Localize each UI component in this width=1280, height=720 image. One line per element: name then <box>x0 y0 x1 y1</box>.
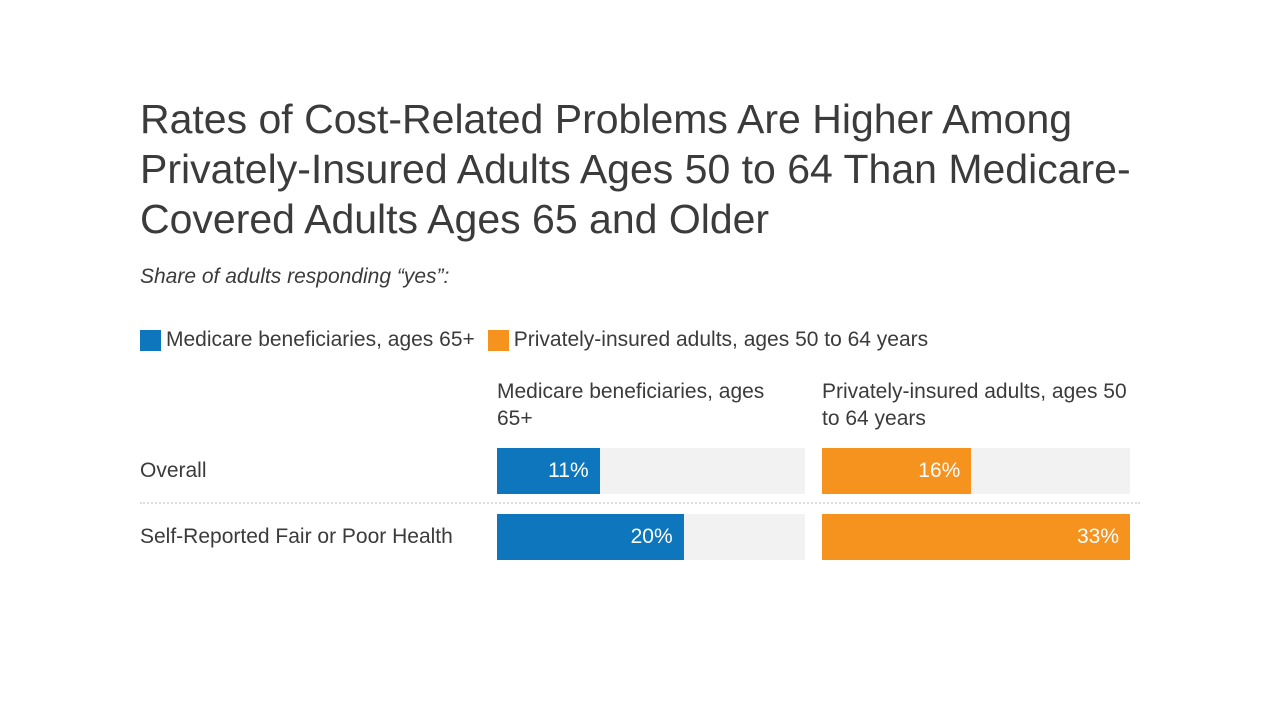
chart-subtitle: Share of adults responding “yes”: <box>140 265 450 288</box>
bar-value-label: 16% <box>918 459 961 482</box>
legend-swatch-private-icon <box>487 329 509 351</box>
column-header-private: Privately-insured adults, ages 50 to 64 … <box>822 380 1127 430</box>
chart-content: Rates of Cost-Related Problems Are Highe… <box>140 94 1140 560</box>
bar-private-overall: 16% <box>822 448 972 494</box>
row-label-overall: Overall <box>140 459 207 482</box>
row-divider <box>140 502 1140 504</box>
bar-medicare-fair-poor: 20% <box>497 514 684 560</box>
bar-medicare-overall: 11% <box>497 448 600 494</box>
legend-label-private: Privately-insured adults, ages 50 to 64 … <box>513 328 929 351</box>
legend-swatch-medicare-icon <box>140 329 161 351</box>
column-header-spacer <box>140 378 497 432</box>
column-header-medicare: Medicare beneficiaries, ages 65+ <box>497 380 765 430</box>
table-row-fair-poor-health: Self-Reported Fair or Poor Health 20% 33… <box>140 514 1140 560</box>
table-row-overall: Overall 11% 16% <box>140 448 1140 494</box>
bar-track-medicare-fair-poor: 20% <box>497 514 805 560</box>
chart-title: Rates of Cost-Related Problems Are Highe… <box>140 96 1131 242</box>
bar-table: Medicare beneficiaries, ages 65+ Private… <box>140 378 1140 560</box>
column-header-row: Medicare beneficiaries, ages 65+ Private… <box>140 378 1140 432</box>
bar-value-label: 11% <box>548 459 589 482</box>
legend-label-medicare: Medicare beneficiaries, ages 65+ <box>166 328 475 351</box>
bar-track-medicare-overall: 11% <box>497 448 805 494</box>
legend: Medicare beneficiaries, ages 65+ Private… <box>140 328 1140 352</box>
bar-track-private-overall: 16% <box>822 448 1130 494</box>
bar-value-label: 33% <box>1076 525 1119 548</box>
bar-track-private-fair-poor: 33% <box>822 514 1130 560</box>
bar-value-label: 20% <box>630 525 673 548</box>
bar-private-fair-poor: 33% <box>822 514 1130 560</box>
bar-rows: Overall 11% 16% Self-Reported Fair or <box>140 448 1140 560</box>
legend-item-medicare: Medicare beneficiaries, ages 65+ <box>140 328 475 352</box>
row-label-fair-poor-health: Self-Reported Fair or Poor Health <box>140 525 453 548</box>
legend-item-private: Privately-insured adults, ages 50 to 64 … <box>487 328 929 352</box>
